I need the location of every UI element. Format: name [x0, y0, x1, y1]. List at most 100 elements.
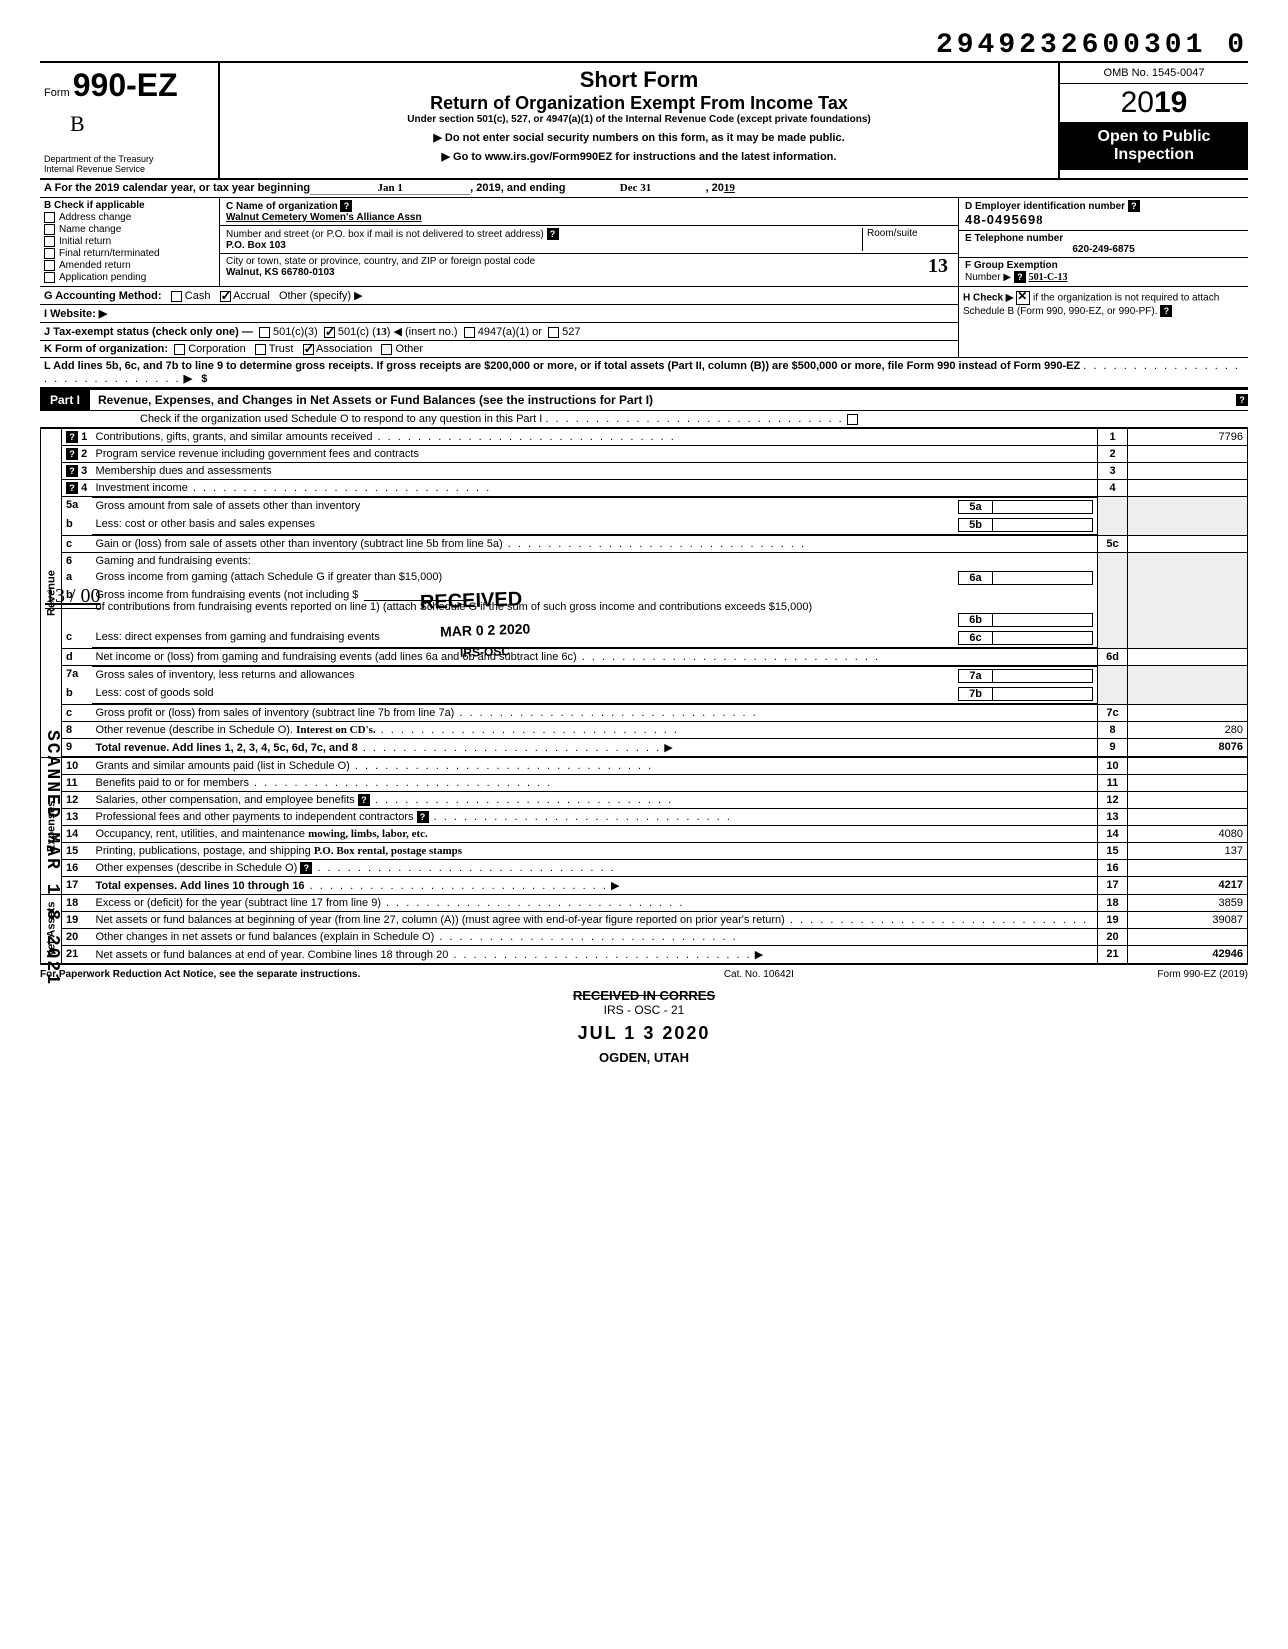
line-18-amount[interactable]: 3859 [1128, 895, 1248, 912]
help-icon[interactable]: ? [66, 482, 78, 494]
chk-schedule-b[interactable] [1016, 291, 1030, 305]
received-stamp-1: RECEIVED [420, 588, 523, 615]
help-icon[interactable]: ? [300, 862, 312, 874]
help-icon[interactable]: ? [358, 794, 370, 806]
line-21-amount[interactable]: 42946 [1128, 946, 1248, 964]
chk-application-pending[interactable] [44, 272, 55, 283]
line-20-amount[interactable] [1128, 929, 1248, 946]
ein[interactable]: 48-0495698 [965, 212, 1044, 227]
501c-insert[interactable]: 13 [376, 326, 387, 338]
help-icon[interactable]: ? [1014, 271, 1026, 283]
tax-year-end-month[interactable]: Dec 31 [566, 182, 706, 195]
chk-schedule-o[interactable] [847, 414, 858, 425]
lbl-accrual: Accrual [233, 290, 270, 302]
chk-association[interactable] [303, 344, 314, 355]
org-name[interactable]: Walnut Cemetery Women's Alliance Assn [226, 212, 422, 223]
line-3-amount[interactable] [1128, 463, 1248, 480]
line-11-amount[interactable] [1128, 775, 1248, 792]
help-icon[interactable]: ? [417, 811, 429, 823]
chk-amended-return[interactable] [44, 260, 55, 271]
help-icon[interactable]: ? [66, 448, 78, 460]
help-icon[interactable]: ? [66, 465, 78, 477]
line-5c-amount[interactable] [1128, 536, 1248, 553]
chk-final-return[interactable] [44, 248, 55, 259]
line-15-amount[interactable]: 137 [1128, 843, 1248, 860]
chk-4947[interactable] [464, 327, 475, 338]
line-2-amount[interactable] [1128, 446, 1248, 463]
line-19-amount[interactable]: 39087 [1128, 912, 1248, 929]
mid-5b: 5b [958, 518, 993, 532]
line-7a-amount[interactable] [993, 669, 1093, 683]
line-14-amount[interactable]: 4080 [1128, 826, 1248, 843]
tax-year-end[interactable]: 19 [724, 182, 735, 195]
line-6a-amount[interactable] [993, 571, 1093, 585]
telephone[interactable]: 620-249-6875 [965, 244, 1242, 255]
chk-accrual[interactable] [220, 291, 231, 302]
lbl-corporation: Corporation [188, 343, 245, 355]
help-icon[interactable]: ? [1160, 305, 1172, 317]
chk-name-change[interactable] [44, 224, 55, 235]
lbl-amended-return: Amended return [59, 260, 131, 271]
line-18-text: Excess or (deficit) for the year (subtra… [96, 897, 382, 909]
footer-left: For Paperwork Reduction Act Notice, see … [40, 969, 360, 980]
help-icon[interactable]: ? [1128, 200, 1140, 212]
line-6d-amount[interactable] [1128, 649, 1248, 666]
lbl-501c3: 501(c)(3) [273, 326, 318, 338]
footer-mid: Cat. No. 10642I [724, 969, 794, 980]
part1-title: Revenue, Expenses, and Changes in Net As… [90, 390, 1236, 410]
mid-7b: 7b [958, 687, 993, 701]
under-section-text: Under section 501(c), 527, or 4947(a)(1)… [228, 114, 1050, 125]
line-1-amount[interactable]: 7796 [1128, 429, 1248, 446]
line-10-amount[interactable] [1128, 758, 1248, 775]
line-6b-amount[interactable] [993, 613, 1093, 627]
row-a-label: A For the 2019 calendar year, or tax yea… [44, 182, 310, 195]
side-revenue: Revenue [41, 429, 62, 758]
line-4-amount[interactable] [1128, 480, 1248, 497]
street-address[interactable]: P.O. Box 103 [226, 240, 286, 251]
chk-corporation[interactable] [174, 344, 185, 355]
dept-treasury: Department of the Treasury Internal Reve… [44, 154, 214, 174]
chk-527[interactable] [548, 327, 559, 338]
chk-501c3[interactable] [259, 327, 270, 338]
line-13-amount[interactable] [1128, 809, 1248, 826]
side-netassets: Net Assets [41, 895, 62, 964]
line-7c-amount[interactable] [1128, 705, 1248, 722]
line-15-hand: P.O. Box rental, postage stamps [314, 845, 462, 857]
chk-trust[interactable] [255, 344, 266, 355]
form-subtitle: Return of Organization Exempt From Incom… [228, 93, 1050, 114]
line-5b-amount[interactable] [993, 518, 1093, 532]
city-state-zip[interactable]: Walnut, KS 66780-0103 [226, 267, 335, 278]
row-j-label: J Tax-exempt status (check only one) — [44, 326, 253, 338]
help-icon[interactable]: ? [1236, 394, 1248, 406]
line-17-amount[interactable]: 4217 [1128, 877, 1248, 895]
form-title: Short Form [228, 67, 1050, 93]
chk-other-org[interactable] [381, 344, 392, 355]
row-h-text: H Check ▶ [963, 293, 1013, 304]
tax-year-begin[interactable]: Jan 1 [310, 182, 470, 195]
lbl-527: 527 [562, 326, 580, 338]
chk-501c[interactable] [324, 327, 335, 338]
section-d-label: D Employer identification number [965, 201, 1125, 212]
mid-6c: 6c [958, 631, 993, 645]
line-12-amount[interactable] [1128, 792, 1248, 809]
group-exemption[interactable]: 501-C-13 [1029, 272, 1068, 283]
line-7b-amount[interactable] [993, 687, 1093, 701]
line-16-amount[interactable] [1128, 860, 1248, 877]
row-a-mid: , 2019, and ending [470, 182, 565, 195]
help-icon[interactable]: ? [66, 431, 78, 443]
line-9-amount[interactable]: 8076 [1128, 739, 1248, 757]
help-icon[interactable]: ? [547, 228, 559, 240]
part1-tab: Part I [40, 390, 90, 410]
line-7b-text: Less: cost of goods sold [96, 687, 959, 701]
line-5a-amount[interactable] [993, 500, 1093, 514]
line-7c-text: Gross profit or (loss) from sales of inv… [96, 707, 455, 719]
line-8-amount[interactable]: 280 [1128, 722, 1248, 739]
help-icon[interactable]: ? [340, 200, 352, 212]
footer-right: Form 990-EZ (2019) [1157, 969, 1248, 980]
mid-7a: 7a [958, 669, 993, 683]
jul-date-stamp: JUL 1 3 2020 [40, 1023, 1248, 1044]
chk-address-change[interactable] [44, 212, 55, 223]
chk-initial-return[interactable] [44, 236, 55, 247]
chk-cash[interactable] [171, 291, 182, 302]
line-6c-amount[interactable] [993, 631, 1093, 645]
